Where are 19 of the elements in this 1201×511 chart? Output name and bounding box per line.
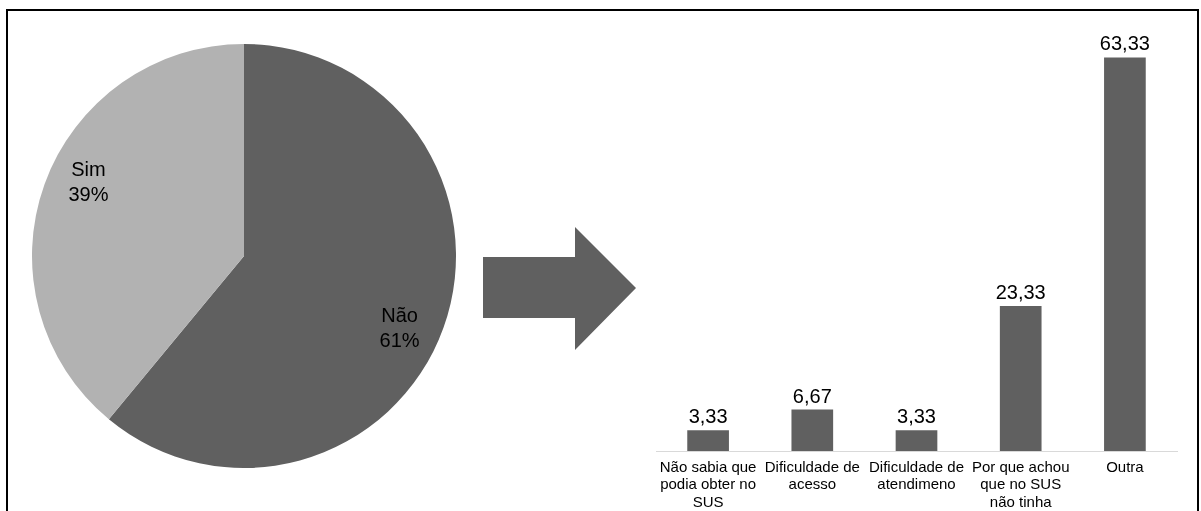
- x-tick-label: Por que achou que no SUS não tinha: [971, 457, 1070, 511]
- x-tick-label: Não sabia que podia obter no SUS: [659, 457, 757, 511]
- x-tick-label: Dificuldade de atendimeno: [868, 457, 965, 493]
- bar: [791, 409, 834, 451]
- x-tick-label: Outra: [1106, 457, 1145, 475]
- bar: [895, 430, 938, 451]
- data-label: 23,33: [995, 281, 1046, 304]
- data-label: 3,33: [688, 405, 728, 428]
- bar: [1104, 57, 1146, 451]
- slice-label: Não: [381, 303, 418, 326]
- slice-label: Sim: [71, 158, 106, 181]
- data-label: 3,33: [897, 405, 936, 428]
- bar: [999, 306, 1042, 451]
- data-label: 61%: [379, 328, 420, 351]
- bar: [687, 430, 729, 451]
- data-label: 6,67: [792, 384, 832, 407]
- data-label: 63,33: [1099, 32, 1150, 55]
- x-tick-label: Dificuldade de acesso: [764, 457, 860, 493]
- data-label: 39%: [68, 183, 109, 206]
